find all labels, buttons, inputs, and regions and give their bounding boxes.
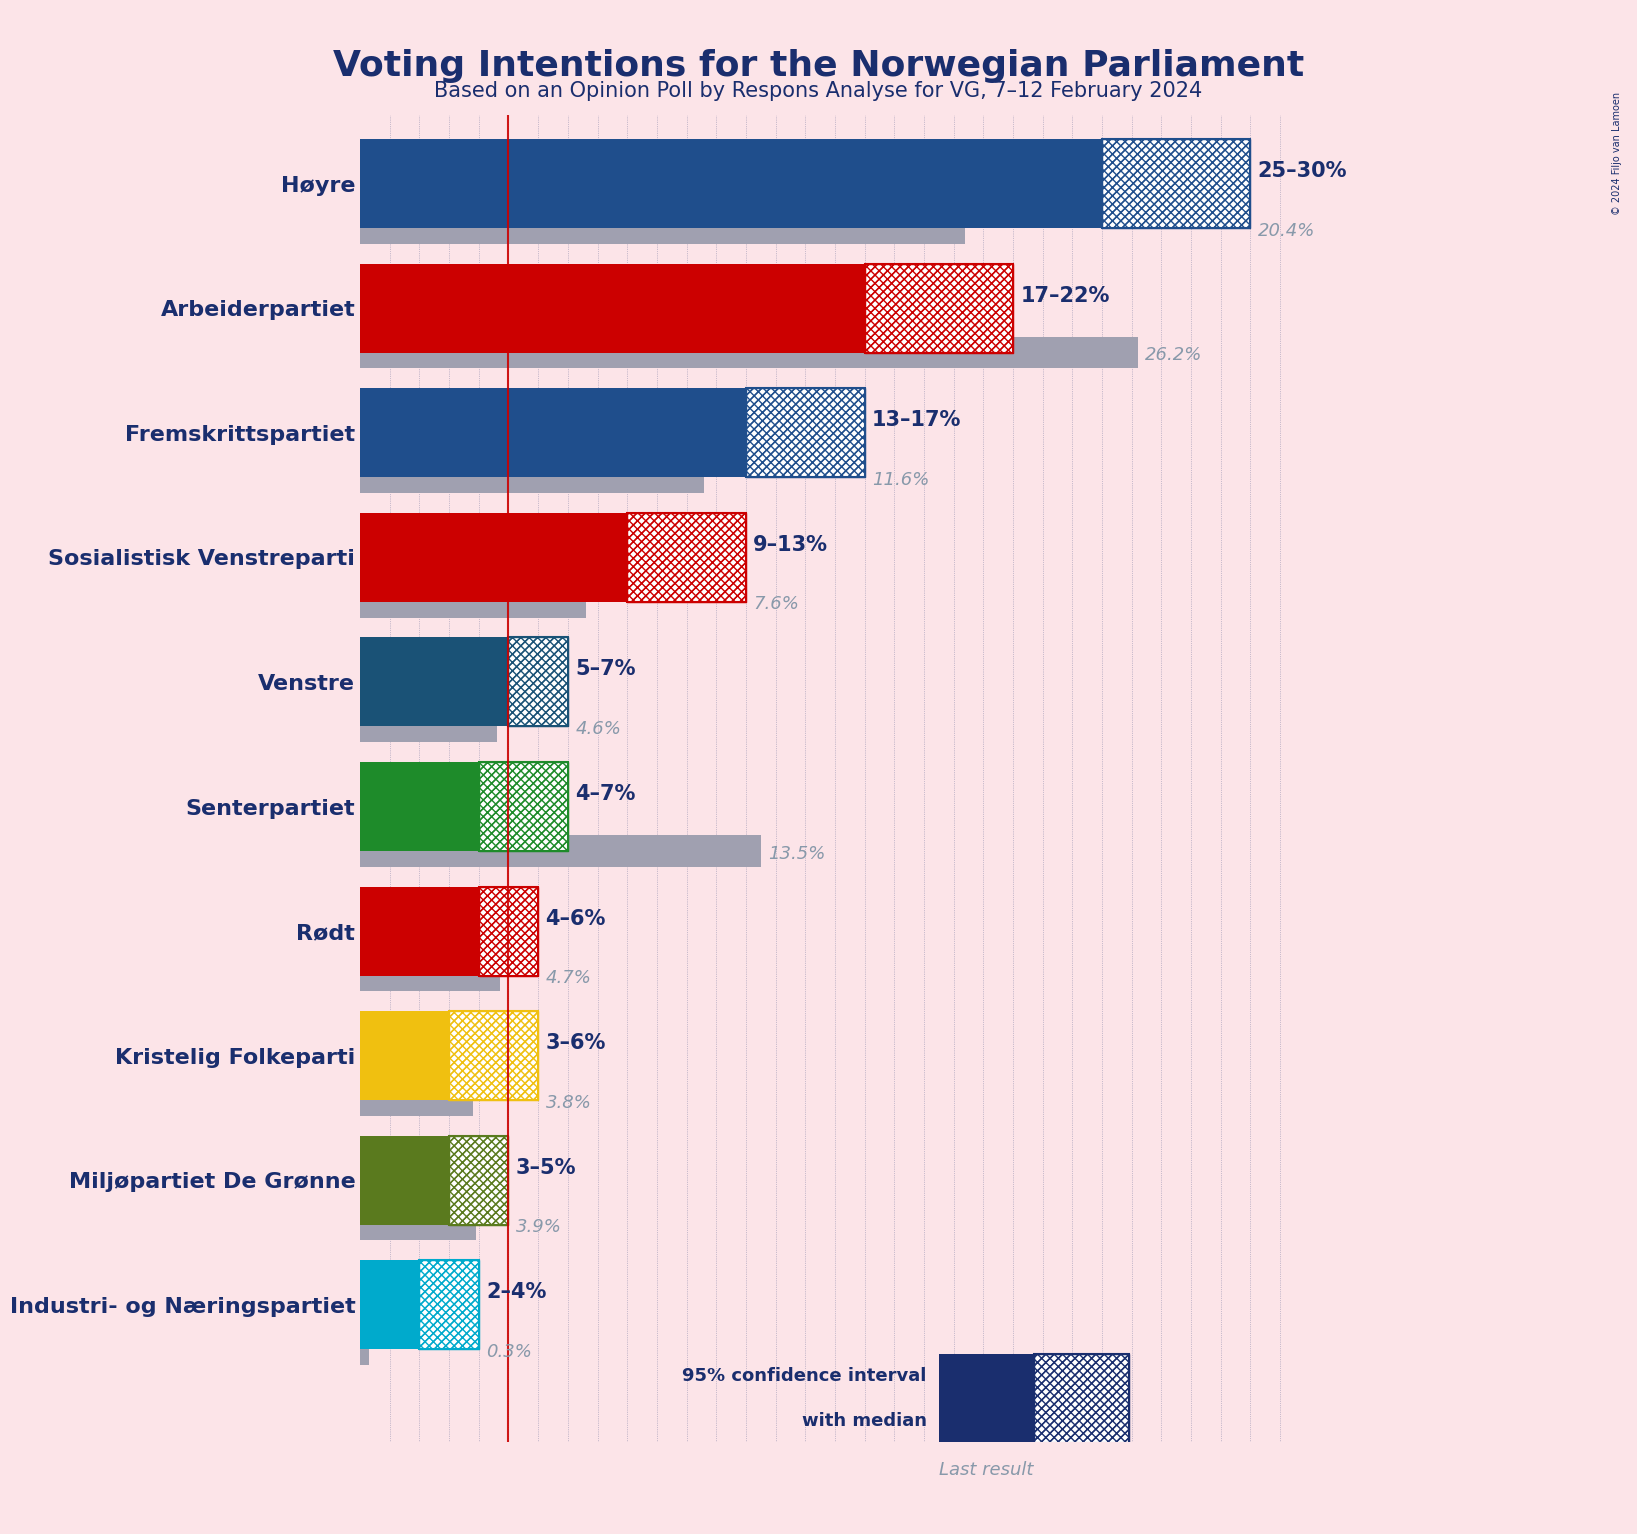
Bar	[360, 512, 627, 601]
Text: 4.6%: 4.6%	[575, 719, 620, 738]
Bar	[360, 1011, 449, 1100]
Bar	[360, 388, 746, 477]
Bar	[360, 462, 704, 492]
Bar	[360, 638, 509, 727]
Bar	[627, 512, 746, 601]
Bar	[360, 140, 1102, 229]
Bar	[419, 1261, 478, 1350]
Text: 3–5%: 3–5%	[516, 1158, 576, 1178]
Text: with median: with median	[802, 1411, 927, 1430]
Bar	[360, 1261, 419, 1350]
Text: 13–17%: 13–17%	[873, 410, 961, 431]
Bar	[478, 887, 539, 976]
Bar	[360, 762, 478, 851]
Bar	[746, 388, 864, 477]
Bar	[449, 1135, 509, 1224]
Text: 3.9%: 3.9%	[516, 1218, 561, 1236]
Text: 2–4%: 2–4%	[486, 1282, 547, 1302]
Bar	[509, 638, 568, 727]
Bar	[419, 1261, 478, 1350]
Bar	[1102, 140, 1251, 229]
Text: Voting Intentions for the Norwegian Parliament: Voting Intentions for the Norwegian Parl…	[332, 49, 1305, 83]
Bar	[360, 836, 761, 867]
Text: 0.3%: 0.3%	[486, 1342, 532, 1361]
Text: © 2024 Filjo van Lamoen: © 2024 Filjo van Lamoen	[1612, 92, 1622, 215]
Text: 26.2%: 26.2%	[1144, 347, 1202, 364]
Bar	[449, 1135, 509, 1224]
Text: 4–6%: 4–6%	[545, 908, 606, 928]
Text: 9–13%: 9–13%	[753, 535, 828, 555]
Bar	[449, 1011, 539, 1100]
Bar	[449, 1011, 539, 1100]
Bar	[864, 264, 1013, 353]
Text: 95% confidence interval: 95% confidence interval	[683, 1367, 927, 1385]
Bar	[509, 638, 568, 727]
Bar	[478, 762, 568, 851]
Text: 25–30%: 25–30%	[1257, 161, 1347, 181]
Bar	[360, 710, 496, 742]
Text: 11.6%: 11.6%	[873, 471, 930, 489]
Bar	[938, 1355, 1033, 1443]
Bar	[360, 1333, 368, 1365]
Text: 5–7%: 5–7%	[575, 660, 635, 680]
Text: 20.4%: 20.4%	[1257, 221, 1315, 239]
Bar	[360, 1085, 473, 1115]
Bar	[1033, 1355, 1128, 1443]
Bar	[478, 887, 539, 976]
Bar	[1102, 140, 1251, 229]
Bar	[360, 1135, 449, 1224]
Text: 17–22%: 17–22%	[1020, 285, 1110, 305]
Text: 7.6%: 7.6%	[753, 595, 799, 614]
Text: 3.8%: 3.8%	[545, 1094, 591, 1112]
Text: 4.7%: 4.7%	[545, 969, 591, 986]
Text: 13.5%: 13.5%	[768, 845, 825, 862]
Bar	[360, 337, 1138, 368]
Bar	[627, 512, 746, 601]
Bar	[360, 212, 966, 244]
Text: 3–6%: 3–6%	[545, 1034, 606, 1054]
Text: Based on an Opinion Poll by Respons Analyse for VG, 7–12 February 2024: Based on an Opinion Poll by Respons Anal…	[434, 81, 1203, 101]
Bar	[746, 388, 864, 477]
Bar	[360, 1209, 476, 1241]
Bar	[360, 264, 864, 353]
Bar	[1033, 1355, 1128, 1443]
Bar	[938, 1427, 1033, 1459]
Bar	[360, 586, 586, 618]
Text: 4–7%: 4–7%	[575, 784, 635, 804]
Bar	[360, 960, 499, 991]
Bar	[478, 762, 568, 851]
Bar	[864, 264, 1013, 353]
Bar	[360, 887, 478, 976]
Text: Last result: Last result	[940, 1462, 1033, 1479]
